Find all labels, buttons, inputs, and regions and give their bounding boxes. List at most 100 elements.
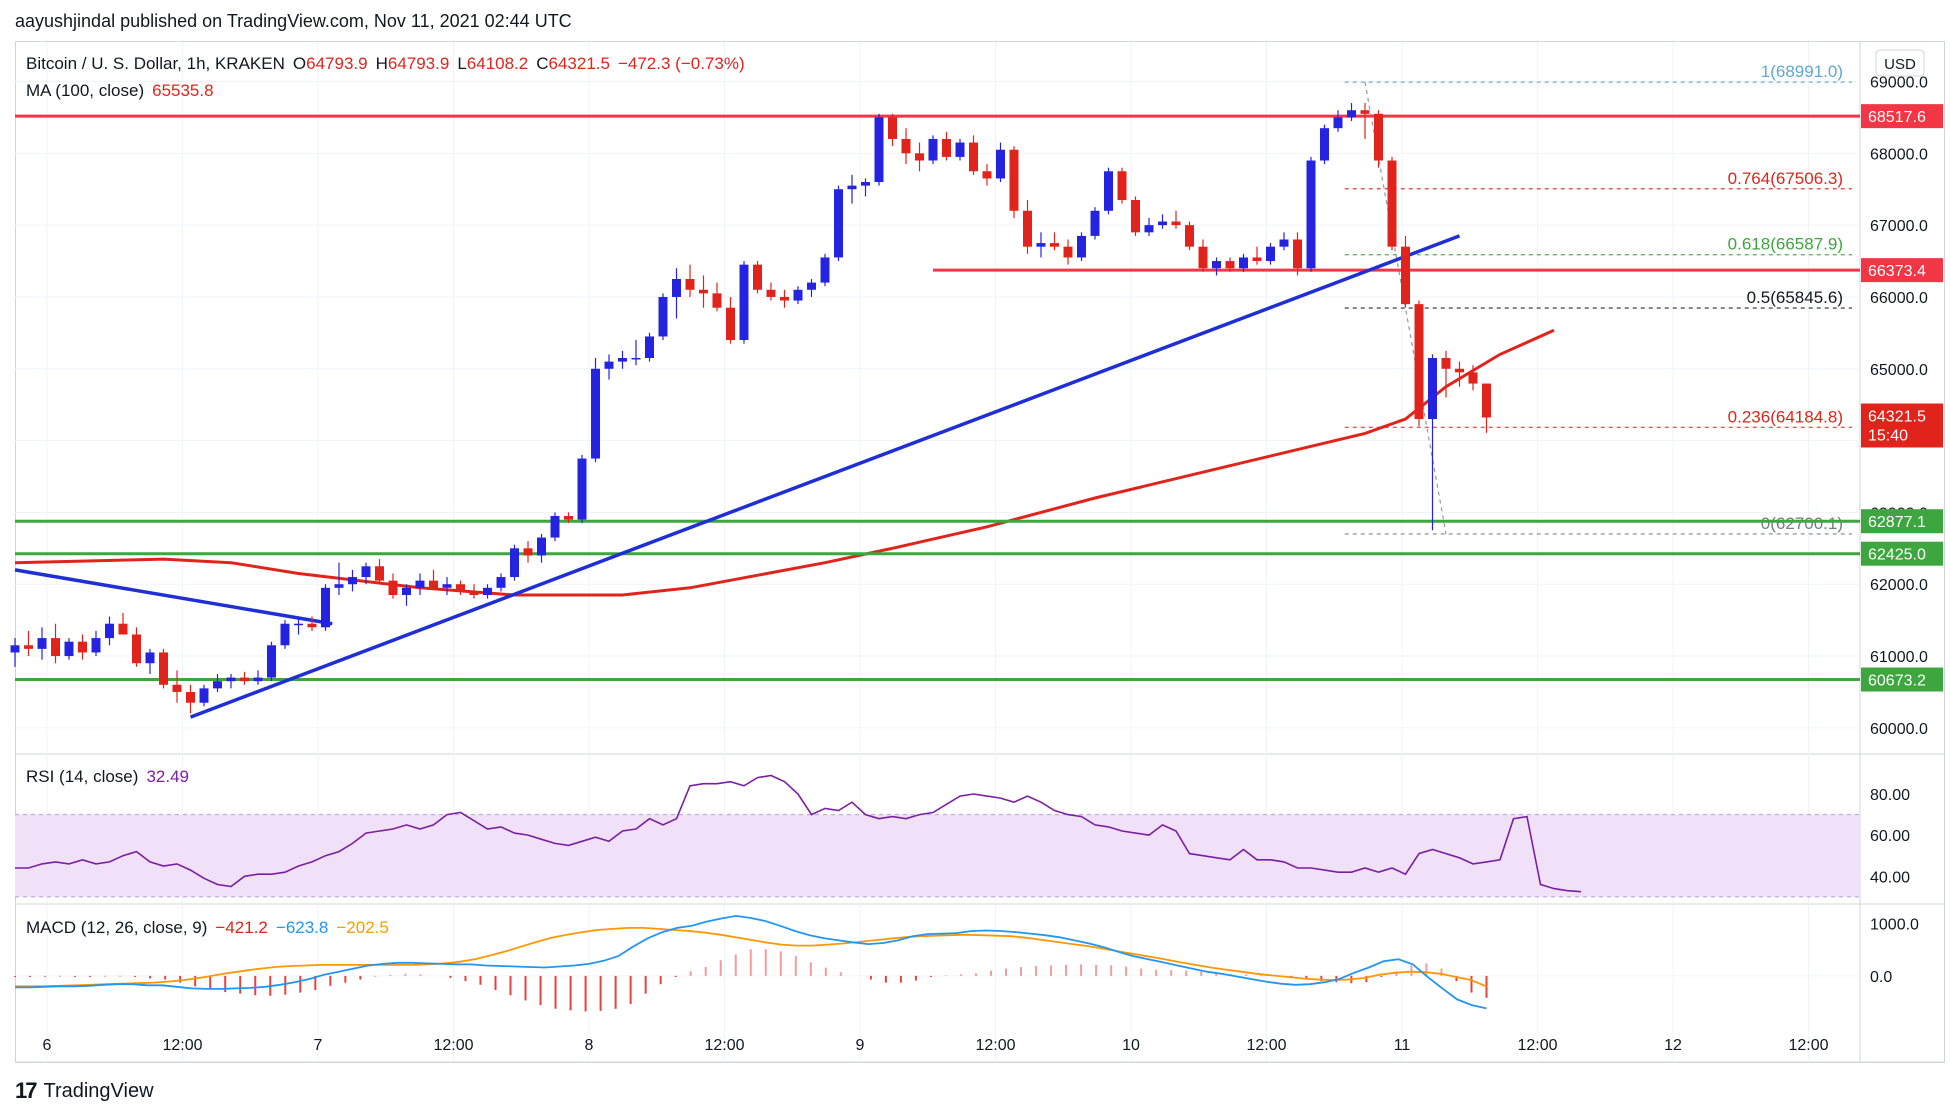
candle[interactable] <box>1036 232 1046 258</box>
candle[interactable] <box>807 279 816 297</box>
candle[interactable] <box>375 559 384 585</box>
candle[interactable] <box>388 573 398 599</box>
candle[interactable] <box>901 128 911 165</box>
candle[interactable] <box>294 616 303 635</box>
candle[interactable] <box>699 275 708 308</box>
candle[interactable] <box>1266 243 1275 265</box>
candle[interactable] <box>1009 146 1019 218</box>
candle[interactable] <box>1387 156 1397 251</box>
candle[interactable] <box>604 354 614 380</box>
candle[interactable] <box>483 584 492 599</box>
candle[interactable] <box>577 454 587 524</box>
candle[interactable] <box>1306 156 1316 272</box>
candle[interactable] <box>1414 300 1424 427</box>
candle[interactable] <box>1198 239 1208 272</box>
candle[interactable] <box>51 623 60 664</box>
candle[interactable] <box>537 533 546 563</box>
candle[interactable] <box>1063 239 1073 265</box>
candle[interactable] <box>361 562 371 585</box>
candle[interactable] <box>1131 196 1140 236</box>
candle[interactable] <box>928 135 938 165</box>
candle[interactable] <box>1077 232 1086 262</box>
candle[interactable] <box>510 544 519 581</box>
candle[interactable] <box>186 684 195 714</box>
candle[interactable] <box>1104 167 1113 215</box>
candle[interactable] <box>1455 361 1464 387</box>
candle[interactable] <box>334 562 344 595</box>
candle[interactable] <box>213 674 222 692</box>
candle[interactable] <box>240 671 249 685</box>
candle[interactable] <box>24 630 33 657</box>
candle[interactable] <box>280 620 290 649</box>
candle[interactable] <box>793 286 803 305</box>
candle[interactable] <box>982 164 992 186</box>
candle[interactable] <box>1320 124 1329 165</box>
candle[interactable] <box>91 630 101 657</box>
candle[interactable] <box>429 569 438 588</box>
candle[interactable] <box>10 638 20 667</box>
candle[interactable] <box>78 634 87 660</box>
candle[interactable] <box>969 135 978 175</box>
candle[interactable] <box>591 358 600 463</box>
candle[interactable] <box>915 142 924 172</box>
candle[interactable] <box>415 573 425 595</box>
candle[interactable] <box>564 512 573 524</box>
candle[interactable] <box>172 670 182 703</box>
candle[interactable] <box>469 584 479 599</box>
candle[interactable] <box>1158 214 1167 229</box>
currency-button[interactable]: USD <box>1875 49 1925 77</box>
candle[interactable] <box>658 293 668 341</box>
candle[interactable] <box>456 580 465 595</box>
candle[interactable] <box>307 616 317 631</box>
candle[interactable] <box>523 541 533 563</box>
candle[interactable] <box>753 261 762 294</box>
candle[interactable] <box>1374 110 1383 168</box>
candle[interactable] <box>37 627 47 660</box>
candle[interactable] <box>996 142 1005 183</box>
candle[interactable] <box>1293 232 1302 276</box>
candle[interactable] <box>874 113 884 186</box>
candle[interactable] <box>1468 365 1478 391</box>
candle[interactable] <box>321 584 330 631</box>
candle[interactable] <box>712 282 722 312</box>
candle[interactable] <box>861 178 870 197</box>
candle[interactable] <box>1347 103 1356 121</box>
candle[interactable] <box>1360 103 1370 139</box>
candle[interactable] <box>1333 110 1343 132</box>
candle[interactable] <box>1279 232 1289 251</box>
candle[interactable] <box>631 340 641 366</box>
candle[interactable] <box>1050 232 1059 251</box>
candle[interactable] <box>1144 217 1154 236</box>
candle[interactable] <box>847 174 857 204</box>
candle[interactable] <box>888 113 897 147</box>
candle[interactable] <box>739 261 749 344</box>
candle[interactable] <box>1185 221 1194 251</box>
candle[interactable] <box>105 616 114 646</box>
candle[interactable] <box>226 674 236 689</box>
candle[interactable] <box>442 577 452 595</box>
candle[interactable] <box>1225 257 1235 272</box>
candle[interactable] <box>64 638 74 660</box>
candle[interactable] <box>685 264 695 297</box>
candle[interactable] <box>402 584 411 606</box>
candle[interactable] <box>1401 235 1410 308</box>
candle[interactable] <box>766 282 776 301</box>
candle[interactable] <box>1171 210 1181 229</box>
candle[interactable] <box>1441 350 1451 398</box>
candle[interactable] <box>820 253 830 287</box>
candle[interactable] <box>145 648 155 674</box>
candle[interactable] <box>1252 246 1262 265</box>
candle[interactable] <box>1090 207 1100 240</box>
candle[interactable] <box>645 332 654 362</box>
candle[interactable] <box>199 684 209 707</box>
candle[interactable] <box>118 612 128 635</box>
candle[interactable] <box>726 296 735 344</box>
candle[interactable] <box>1117 167 1127 204</box>
candle[interactable] <box>1212 257 1221 276</box>
footer-brand[interactable]: 17 TradingView <box>15 1078 154 1104</box>
candle[interactable] <box>253 670 263 685</box>
candle[interactable] <box>1239 253 1248 272</box>
candle[interactable] <box>672 268 681 319</box>
candle[interactable] <box>1482 383 1491 433</box>
